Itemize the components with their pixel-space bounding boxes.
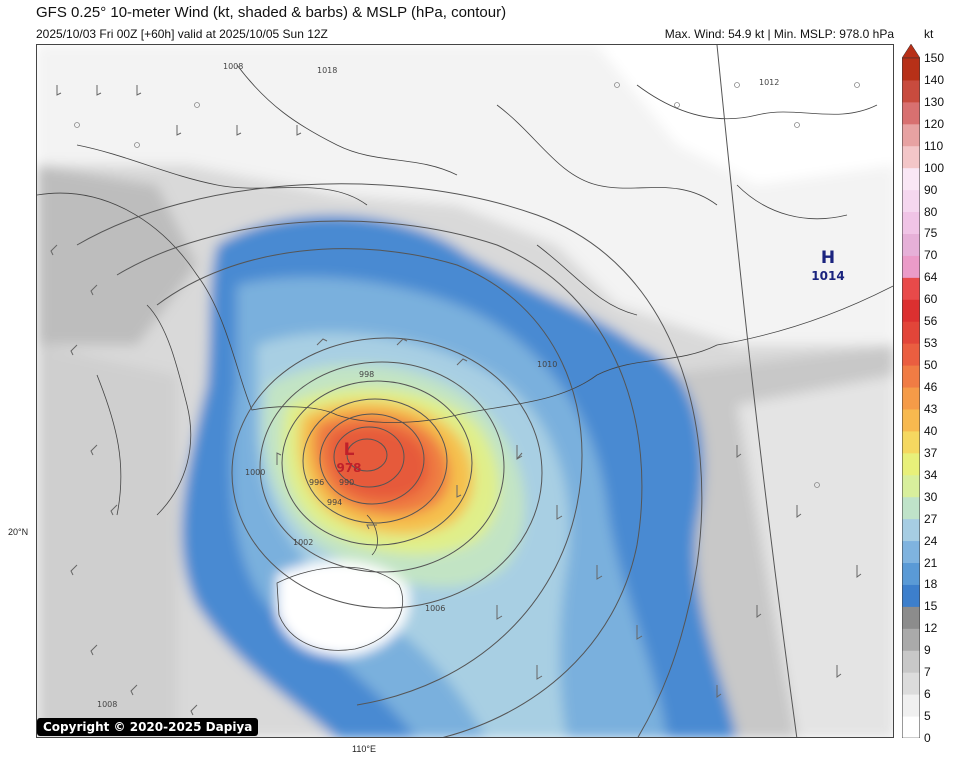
high-pressure-value: 1014 xyxy=(811,269,844,283)
colorbar-swatch xyxy=(902,233,920,256)
colorbar-tick-label: 100 xyxy=(924,160,945,175)
colorbar-tick-label: 80 xyxy=(924,204,938,219)
colorbar-tick-label: 53 xyxy=(924,336,938,351)
colorbar-swatch xyxy=(902,365,920,388)
colorbar-tick-label: 56 xyxy=(924,314,938,329)
colorbar-swatch xyxy=(902,672,920,695)
colorbar-tick-label: 0 xyxy=(924,731,931,745)
colorbar-swatch xyxy=(902,79,920,103)
colorbar-swatch xyxy=(902,474,920,498)
colorbar-swatch xyxy=(902,628,920,651)
colorbar-tick-label: 30 xyxy=(924,489,938,504)
colorbar-swatch xyxy=(902,299,920,322)
colorbar-tick-label: 24 xyxy=(924,533,938,548)
colorbar-swatch xyxy=(902,343,920,366)
colorbar-tick-label: 9 xyxy=(924,643,931,658)
colorbar-swatch xyxy=(902,540,920,564)
colorbar-tick-label: 15 xyxy=(924,599,938,614)
map-valid-time: 2025/10/03 Fri 00Z [+60h] valid at 2025/… xyxy=(36,27,328,41)
map-stats: Max. Wind: 54.9 kt | Min. MSLP: 978.0 hP… xyxy=(664,27,894,41)
wind-barbs xyxy=(50,85,862,716)
colorbar-tick-label: 40 xyxy=(924,423,938,438)
colorbar-swatch xyxy=(902,321,920,344)
isobar-label: 1002 xyxy=(293,538,313,547)
colorbar-swatch xyxy=(902,650,920,673)
colorbar-swatch xyxy=(902,430,920,454)
colorbar-tick-label: 46 xyxy=(924,380,938,395)
colorbar-unit: kt xyxy=(924,27,934,41)
colorbar-swatch xyxy=(902,145,920,169)
isobar-label: 1012 xyxy=(759,78,779,87)
isobar-label: 1018 xyxy=(317,66,337,75)
colorbar-tick-label: 12 xyxy=(924,621,938,636)
colorbar-swatch xyxy=(902,562,920,585)
colorbar-tick-label: 34 xyxy=(924,467,938,482)
colorbar-swatch xyxy=(902,408,920,432)
high-pressure-letter: H xyxy=(821,248,835,268)
colorbar-swatch xyxy=(902,123,920,147)
colorbar-swatch xyxy=(902,255,920,278)
colorbar xyxy=(901,43,921,739)
colorbar-swatch xyxy=(902,606,920,629)
colorbar-swatch xyxy=(902,167,920,191)
latitude-label: 20°N xyxy=(8,527,29,537)
colorbar-swatch xyxy=(902,189,920,213)
colorbar-tick-label: 64 xyxy=(924,270,938,285)
colorbar-tick-label: 43 xyxy=(924,401,938,416)
map-title: GFS 0.25° 10-meter Wind (kt, shaded & ba… xyxy=(36,4,507,21)
colorbar-graphic xyxy=(901,43,921,739)
colorbar-tick-label: 27 xyxy=(924,511,938,526)
colorbar-tick-label: 6 xyxy=(924,687,931,702)
isobar-label: 1010 xyxy=(537,360,557,369)
colorbar-tick-label: 150 xyxy=(924,51,945,65)
colorbar-tick-label: 37 xyxy=(924,445,938,460)
colorbar-swatch xyxy=(902,452,920,476)
colorbar-tick-label: 5 xyxy=(924,709,931,724)
colorbar-swatch xyxy=(902,496,920,520)
colorbar-swatch xyxy=(902,518,920,542)
coastlines xyxy=(37,64,893,651)
isobar-label: 1008 xyxy=(223,62,243,71)
isobar-label: 1006 xyxy=(425,604,445,613)
colorbar-swatch xyxy=(902,716,920,739)
colorbar-tick-label: 50 xyxy=(924,358,938,373)
isobars xyxy=(76,45,798,737)
isobar-label: 1000 xyxy=(245,468,265,477)
longitude-label: 110°E xyxy=(352,744,376,754)
colorbar-tick-label: 7 xyxy=(924,665,931,680)
low-pressure-letter: L xyxy=(344,440,355,460)
low-pressure-value: 978 xyxy=(336,461,361,475)
colorbar-tick-label: 75 xyxy=(924,226,938,241)
calm-circles xyxy=(74,82,860,488)
colorbar-tick-label: 21 xyxy=(924,555,938,570)
colorbar-tick-label: 90 xyxy=(924,182,938,197)
copyright-badge: Copyright © 2020-2025 Dapiya xyxy=(37,718,259,736)
colorbar-swatch xyxy=(902,277,920,300)
colorbar-swatch xyxy=(902,101,920,125)
isobar-label: 996 xyxy=(309,478,324,487)
colorbar-swatch xyxy=(902,584,920,607)
colorbar-tick-label: 70 xyxy=(924,248,938,263)
isobar-label: 994 xyxy=(327,498,342,507)
colorbar-tick-label: 60 xyxy=(924,292,938,307)
colorbar-extend-triangle xyxy=(901,43,921,59)
colorbar-tick-label: 120 xyxy=(924,116,945,131)
wind-shading xyxy=(37,45,893,737)
colorbar-swatch xyxy=(902,211,920,234)
isobar-label: 998 xyxy=(359,370,374,379)
colorbar-tick-label: 110 xyxy=(924,138,944,153)
isobar-label: 1008 xyxy=(97,700,117,709)
colorbar-swatch xyxy=(902,694,920,717)
isobar-label: 990 xyxy=(339,478,354,487)
weather-map[interactable]: 1008 1008 1010 1006 1002 1000 998 996 99… xyxy=(36,44,894,738)
colorbar-tick-label: 140 xyxy=(924,72,945,87)
colorbar-tick-label: 18 xyxy=(924,577,938,592)
colorbar-swatch xyxy=(902,387,920,410)
colorbar-tick-label: 130 xyxy=(924,94,945,109)
colorbar-swatch xyxy=(902,58,920,81)
